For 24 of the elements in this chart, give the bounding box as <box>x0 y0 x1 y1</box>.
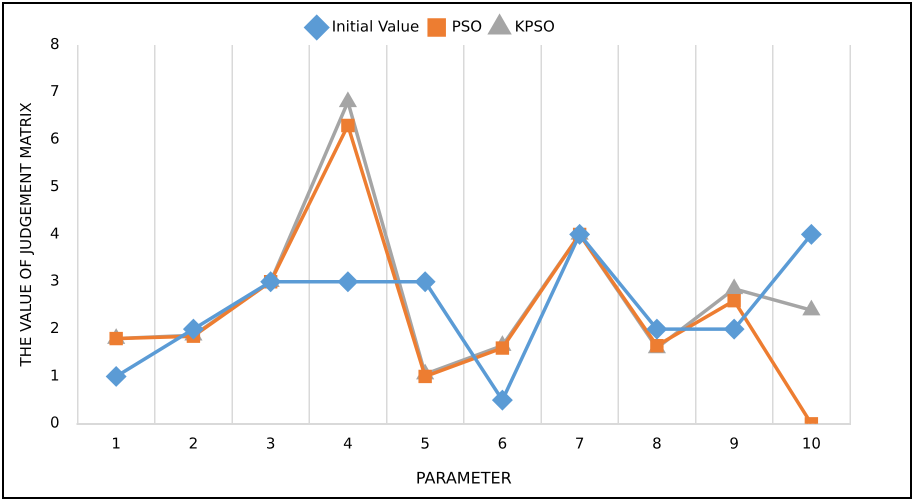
y-tick-label: 6 <box>50 130 60 148</box>
y-tick-label: 0 <box>50 414 60 432</box>
y-tick-label: 5 <box>50 176 60 195</box>
x-tick-label: 5 <box>420 434 430 453</box>
legend-label: KPSO <box>514 17 555 36</box>
y-axis-title: THE VALUE OF JUDGEMENT MATRIX <box>16 102 35 368</box>
x-axis-title: PARAMETER <box>416 468 512 488</box>
y-tick-label: 7 <box>50 82 60 100</box>
x-tick-label: 10 <box>802 434 821 453</box>
y-tick-label: 4 <box>50 224 60 242</box>
x-tick-label: 4 <box>343 434 353 453</box>
x-tick-label: 7 <box>574 434 584 453</box>
legend-label: Initial Value <box>332 17 420 36</box>
x-tick-label: 3 <box>266 434 276 453</box>
y-tick-label: 1 <box>50 366 60 384</box>
x-tick-label: 6 <box>498 434 508 453</box>
y-tick-label: 8 <box>50 34 60 53</box>
y-tick-label: 3 <box>50 272 60 290</box>
x-tick-label: 9 <box>729 434 739 453</box>
x-tick-label: 8 <box>652 434 662 453</box>
legend-label: PSO <box>452 17 482 36</box>
x-tick-label: 1 <box>111 434 121 453</box>
y-tick-label: 2 <box>50 318 60 337</box>
x-tick-label: 2 <box>188 434 198 453</box>
